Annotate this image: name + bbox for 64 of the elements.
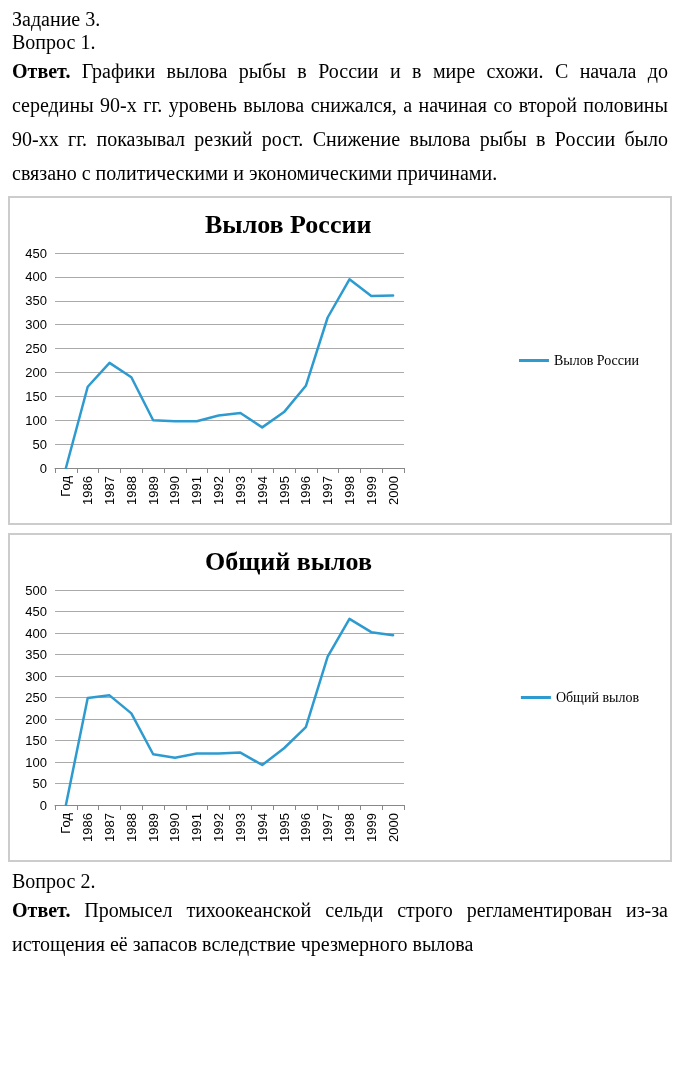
y-tick-label: 250 xyxy=(25,341,47,357)
x-tick-label: 1986 xyxy=(80,476,96,505)
line-series xyxy=(64,278,395,470)
y-tick-label: 300 xyxy=(25,668,47,684)
y-tick-label: 200 xyxy=(25,711,47,727)
x-tick-label: 1996 xyxy=(298,813,314,842)
text: Ответ. Промысел тихоокеанской сельди строго регламентирован из-за истощения её запасов вследствие чрезмерного вылова xyxy=(12,898,668,958)
y-tick-label: 300 xyxy=(25,317,47,333)
y-tick-label: 450 xyxy=(25,604,47,619)
y-tick-label: 0 xyxy=(39,797,47,813)
x-tick-label: Год xyxy=(58,812,74,834)
x-tick-label: 1998 xyxy=(341,476,357,505)
x-tick-label: 1987 xyxy=(102,476,118,505)
x-tick-label: 2000 xyxy=(385,813,401,842)
x-tick-label: 1988 xyxy=(123,476,139,505)
x-tick-label: 1997 xyxy=(320,813,336,842)
x-tick-label: 1986 xyxy=(80,813,96,842)
line-series xyxy=(64,617,395,807)
x-tick-label: 1991 xyxy=(189,813,205,842)
x-tick-label: 1996 xyxy=(298,476,314,505)
text: Вопрос 2. xyxy=(12,870,97,893)
x-tick-label: 1997 xyxy=(320,476,336,505)
y-tick-label: 100 xyxy=(25,412,47,428)
x-tick-label: 1993 xyxy=(232,813,248,842)
legend-label: Вылов России xyxy=(553,353,640,368)
x-tick-label: 1999 xyxy=(363,813,379,842)
x-tick-label: 1989 xyxy=(145,813,161,842)
y-tick-label: 200 xyxy=(25,364,47,380)
x-tick-label: 1994 xyxy=(254,813,270,842)
text: Задание 3. xyxy=(12,8,102,31)
x-tick-label: 1995 xyxy=(276,813,292,842)
x-tick-label: 1991 xyxy=(189,476,205,505)
x-tick-label: 1989 xyxy=(145,476,161,505)
chart-title: Вылов России xyxy=(205,209,372,239)
x-tick-label: 1988 xyxy=(123,813,139,842)
x-tick-label: 1990 xyxy=(167,476,183,505)
y-tick-label: 350 xyxy=(25,647,47,662)
y-tick-label: 400 xyxy=(25,269,47,285)
y-tick-label: 150 xyxy=(25,733,47,748)
text: Вопрос 1. xyxy=(12,31,97,54)
y-tick-label: 500 xyxy=(25,582,47,598)
y-tick-label: 350 xyxy=(25,293,47,309)
y-tick-label: 50 xyxy=(32,436,47,452)
x-tick-label: 1992 xyxy=(211,476,227,505)
y-tick-label: 50 xyxy=(32,776,47,791)
y-tick-label: 250 xyxy=(25,690,47,705)
y-tick-label: 0 xyxy=(39,460,47,476)
x-tick-label: Год xyxy=(58,475,74,497)
y-tick-label: 150 xyxy=(25,388,47,404)
x-tick-label: 1998 xyxy=(341,813,357,842)
x-tick-label: 1993 xyxy=(232,476,248,505)
text: Ответ. Графики вылова рыбы в России и в мире схожи. С начала до середины 90-х гг. уровень вылова снижался, а начиная со второй половины 90-хх гг. показывал резкий рост. Снижение вылова рыбы в России было связано с политическими и экономическими причинами. xyxy=(12,59,668,187)
x-tick-label: 1990 xyxy=(167,813,183,842)
x-tick-label: 1987 xyxy=(102,813,118,842)
x-tick-label: 1999 xyxy=(363,476,379,505)
x-tick-label: 1994 xyxy=(254,476,270,505)
x-tick-label: 2000 xyxy=(385,476,401,505)
legend-label: Общий вылов xyxy=(555,690,640,705)
x-tick-label: 1995 xyxy=(276,476,292,505)
chart-title: Общий вылов xyxy=(205,546,372,576)
y-tick-label: 100 xyxy=(25,754,47,770)
x-tick-label: 1992 xyxy=(211,813,227,842)
y-tick-label: 450 xyxy=(25,245,47,261)
y-tick-label: 400 xyxy=(25,625,47,641)
